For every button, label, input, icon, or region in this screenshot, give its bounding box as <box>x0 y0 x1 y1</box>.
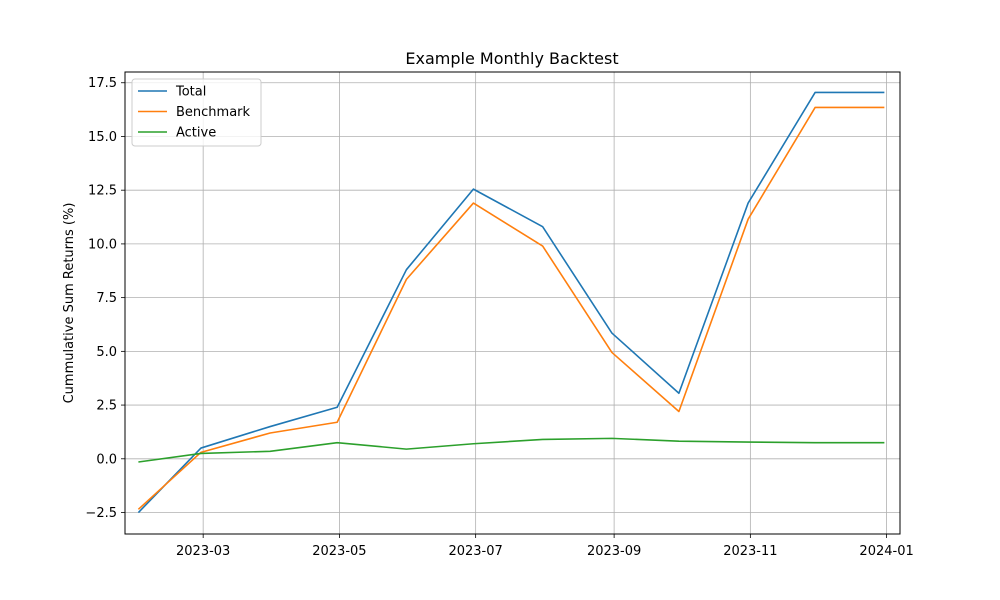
x-axis: 2023-03 2023-05 2023-07 2023-09 2023-11 2024-… <box>176 534 914 559</box>
legend-label: Benchmark <box>176 105 251 120</box>
x-tick-label: 2024-01 <box>859 544 913 559</box>
y-axis-label: Cummulative Sum Returns (%) <box>62 203 77 404</box>
y-tick-label: 5.0 <box>96 345 117 360</box>
x-tick-label: 2023-09 <box>587 544 641 559</box>
y-tick-label: 12.5 <box>88 184 117 199</box>
series-line-benchmark <box>137 106 885 510</box>
y-tick-label: −2.5 <box>85 506 117 521</box>
y-tick-label: 7.5 <box>96 291 117 306</box>
x-tick-label: 2023-07 <box>448 544 502 559</box>
legend-box <box>131 78 262 147</box>
grid-lines <box>125 72 900 534</box>
chart-title: Example Monthly Backtest <box>405 49 618 68</box>
y-tick-label: 10.0 <box>88 237 117 252</box>
series-line-total <box>137 91 885 514</box>
y-axis: −2.5 0.0 2.5 5.0 7.5 10.0 12.5 15.0 17.5 <box>85 76 125 521</box>
x-tick-label: 2023-03 <box>176 544 230 559</box>
y-tick-label: 0.0 <box>96 452 117 467</box>
x-tick-label: 2023-11 <box>723 544 777 559</box>
x-tick-label: 2023-05 <box>312 544 366 559</box>
y-tick-label: 15.0 <box>88 130 117 145</box>
legend-label: Total <box>175 85 206 100</box>
series-group <box>137 91 885 514</box>
plot-frame <box>124 71 901 535</box>
y-tick-label: 2.5 <box>96 399 117 414</box>
legend-label: Active <box>176 126 216 141</box>
series-line-active <box>138 437 885 463</box>
y-tick-label: 17.5 <box>88 76 117 91</box>
legend: Total Benchmark Active <box>131 78 262 147</box>
